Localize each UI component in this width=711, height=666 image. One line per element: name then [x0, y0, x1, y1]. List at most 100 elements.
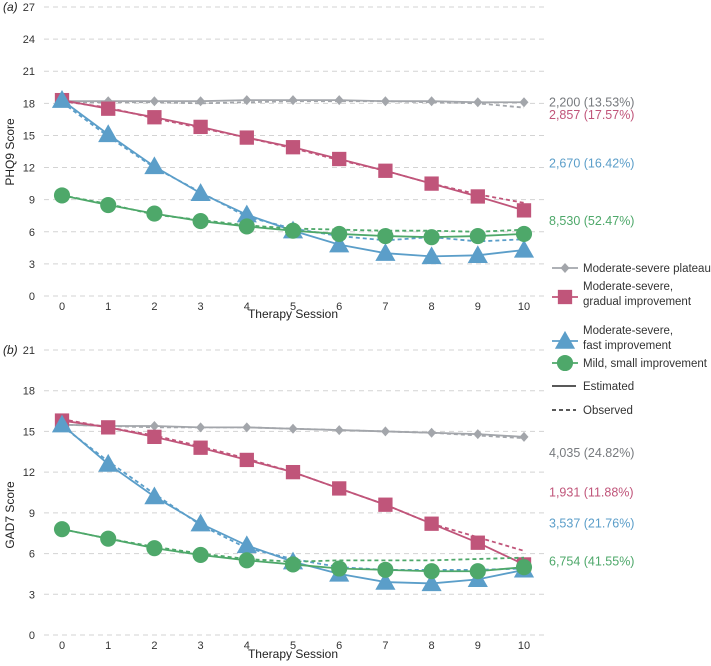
data-point-mild — [100, 530, 117, 547]
legend-marker-plateau — [560, 263, 570, 273]
legend-linetype-solid: Estimated — [552, 381, 634, 393]
data-point-plateau — [380, 426, 390, 437]
data-point-mild — [331, 560, 348, 577]
group-count-label-fast: 3,537 (21.76%) — [549, 517, 634, 531]
data-point-plateau — [473, 97, 483, 108]
data-point-mild — [238, 552, 255, 569]
x-tick-label: 9 — [475, 301, 481, 313]
data-point-fast — [375, 243, 396, 261]
data-point-mild — [192, 213, 209, 230]
legend-entry-mild: Mild, small improvement — [552, 354, 708, 372]
data-point-mild — [53, 521, 71, 538]
data-point-plateau — [427, 96, 437, 107]
data-point-plateau — [334, 95, 344, 106]
data-point-plateau — [196, 422, 206, 433]
data-point-gradual — [424, 516, 439, 531]
observed-line-gradual — [61, 418, 525, 552]
legend-label: Moderate-severe plateau — [583, 263, 711, 275]
x-tick-label: 10 — [518, 301, 530, 313]
x-tick-label: 0 — [59, 640, 65, 652]
legend-label: gradual improvement — [583, 296, 692, 308]
x-tick-label: 5 — [290, 301, 296, 313]
data-point-mild — [284, 222, 302, 239]
data-point-gradual — [101, 101, 116, 116]
data-point-gradual — [285, 464, 301, 480]
series-gradual — [54, 413, 532, 572]
x-tick-label: 8 — [429, 301, 435, 313]
observed-line-fast — [61, 101, 525, 243]
group-count-label-plateau: 2,200 (13.53%) — [549, 95, 634, 109]
data-point-plateau — [334, 425, 344, 436]
data-point-mild — [238, 218, 255, 235]
y-tick-label: 18 — [23, 386, 35, 398]
data-point-fast — [375, 571, 396, 590]
x-tick-label: 1 — [105, 301, 111, 313]
data-point-fast — [421, 573, 442, 592]
data-point-mild — [53, 187, 71, 204]
data-point-mild — [515, 225, 533, 242]
x-tick-label: 4 — [244, 640, 250, 652]
y-tick-label: 0 — [29, 630, 35, 642]
data-point-gradual — [239, 452, 254, 468]
data-point-fast — [144, 156, 165, 175]
data-point-mild — [469, 563, 486, 580]
data-point-mild — [515, 559, 533, 576]
y-tick-label: 9 — [29, 508, 35, 520]
data-point-fast — [190, 513, 211, 532]
x-tick-label: 2 — [151, 640, 157, 652]
legend-label: Observed — [583, 405, 633, 417]
data-point-mild — [377, 227, 394, 245]
series-gradual — [54, 92, 532, 218]
data-point-mild — [377, 561, 394, 578]
estimated-line-gradual — [61, 99, 525, 212]
x-tick-label: 3 — [198, 640, 204, 652]
x-tick-label: 1 — [105, 640, 111, 652]
data-point-mild — [146, 205, 163, 222]
group-count-label-mild: 6,754 (41.55%) — [549, 555, 634, 569]
data-point-fast — [329, 234, 350, 253]
data-point-gradual — [470, 189, 485, 204]
legend-entry-gradual: Moderate-severe, gradual improvement — [552, 281, 692, 308]
data-point-fast — [51, 90, 73, 108]
data-point-fast — [513, 239, 535, 258]
data-point-gradual — [332, 481, 347, 496]
x-tick-label: 7 — [382, 640, 388, 652]
x-tick-label: 6 — [336, 301, 342, 313]
y-axis-title: PHQ9 Score — [3, 118, 17, 186]
legend-marker-fast — [554, 330, 576, 349]
data-point-plateau — [288, 423, 298, 434]
legend-marker-gradual — [557, 289, 573, 305]
data-point-fast — [144, 486, 165, 505]
data-point-fast — [421, 246, 442, 265]
data-point-gradual — [239, 130, 254, 145]
panel-label: (b) — [3, 343, 18, 357]
data-point-mild — [100, 196, 117, 214]
y-tick-label: 0 — [29, 291, 35, 303]
legend-label: fast improvement — [583, 340, 672, 352]
group-count-label-mild: 8,530 (52.47%) — [549, 214, 634, 228]
y-tick-label: 12 — [23, 163, 35, 175]
x-tick-label: 6 — [336, 640, 342, 652]
y-tick-label: 27 — [23, 2, 35, 14]
data-point-plateau — [196, 96, 206, 107]
data-point-gradual — [378, 497, 393, 512]
y-tick-label: 24 — [23, 34, 35, 46]
x-axis-title: Therapy Session — [248, 647, 338, 661]
data-point-gradual — [193, 440, 208, 455]
legend-entry-plateau: Moderate-severe plateau — [552, 263, 711, 275]
y-tick-label: 15 — [23, 130, 35, 142]
group-count-label-gradual: 2,857 (17.57%) — [549, 108, 634, 122]
data-point-gradual — [193, 119, 208, 135]
y-tick-label: 3 — [29, 589, 35, 601]
legend-linetype-dashed: Observed — [552, 405, 633, 417]
data-point-mild — [146, 540, 163, 557]
data-point-gradual — [147, 110, 162, 125]
x-tick-label: 10 — [518, 640, 530, 652]
y-tick-label: 6 — [29, 227, 35, 239]
series-plateau — [57, 95, 529, 109]
y-tick-label: 21 — [23, 345, 35, 357]
data-point-gradual — [101, 420, 116, 435]
group-count-label-gradual: 1,931 (11.88%) — [549, 486, 634, 500]
